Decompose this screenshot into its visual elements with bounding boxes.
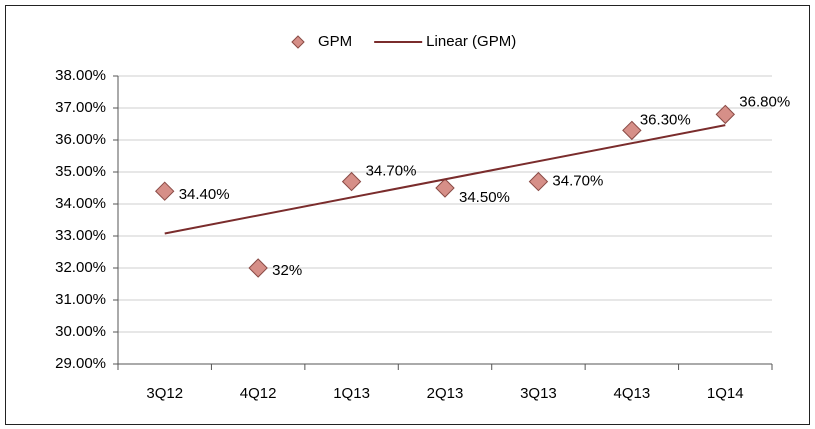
point <box>435 178 455 198</box>
data-label: 34.70% <box>552 173 603 190</box>
chart-border <box>5 5 810 425</box>
x-tick-label: 4Q12 <box>240 385 277 402</box>
legend-marker <box>291 35 305 49</box>
data-label: 36.30% <box>640 111 691 128</box>
trendline <box>164 124 726 235</box>
x-tick-label: 1Q14 <box>707 385 744 402</box>
point <box>248 258 268 278</box>
data-label: 36.80% <box>739 93 790 110</box>
point <box>528 171 549 192</box>
y-tick-label: 33.00% <box>55 227 106 244</box>
x-tick-label: 3Q13 <box>520 385 557 402</box>
y-tick-label: 38.00% <box>55 67 106 84</box>
x-tick-label: 4Q13 <box>614 385 651 402</box>
data-label: 34.50% <box>459 189 510 206</box>
x-tick-label: 2Q13 <box>427 385 464 402</box>
data-label: 34.70% <box>366 163 417 180</box>
point <box>622 120 642 141</box>
legend-label: GPM <box>318 33 352 50</box>
y-tick-label: 29.00% <box>55 355 106 372</box>
y-tick-label: 35.00% <box>55 163 106 180</box>
x-tick-label: 3Q12 <box>146 385 183 402</box>
y-tick-label: 34.00% <box>55 195 106 212</box>
y-tick-label: 30.00% <box>55 323 106 340</box>
y-tick-label: 36.00% <box>55 131 106 148</box>
x-tick-label: 1Q13 <box>333 385 370 402</box>
y-tick-label: 32.00% <box>55 259 106 276</box>
y-tick-label: 31.00% <box>55 291 106 308</box>
data-label: 34.40% <box>179 186 230 203</box>
y-tick-label: 37.00% <box>55 99 106 116</box>
point <box>155 181 175 201</box>
point <box>341 171 362 192</box>
point <box>715 104 735 125</box>
legend-label: Linear (GPM) <box>426 33 516 50</box>
data-label: 32% <box>272 262 302 279</box>
